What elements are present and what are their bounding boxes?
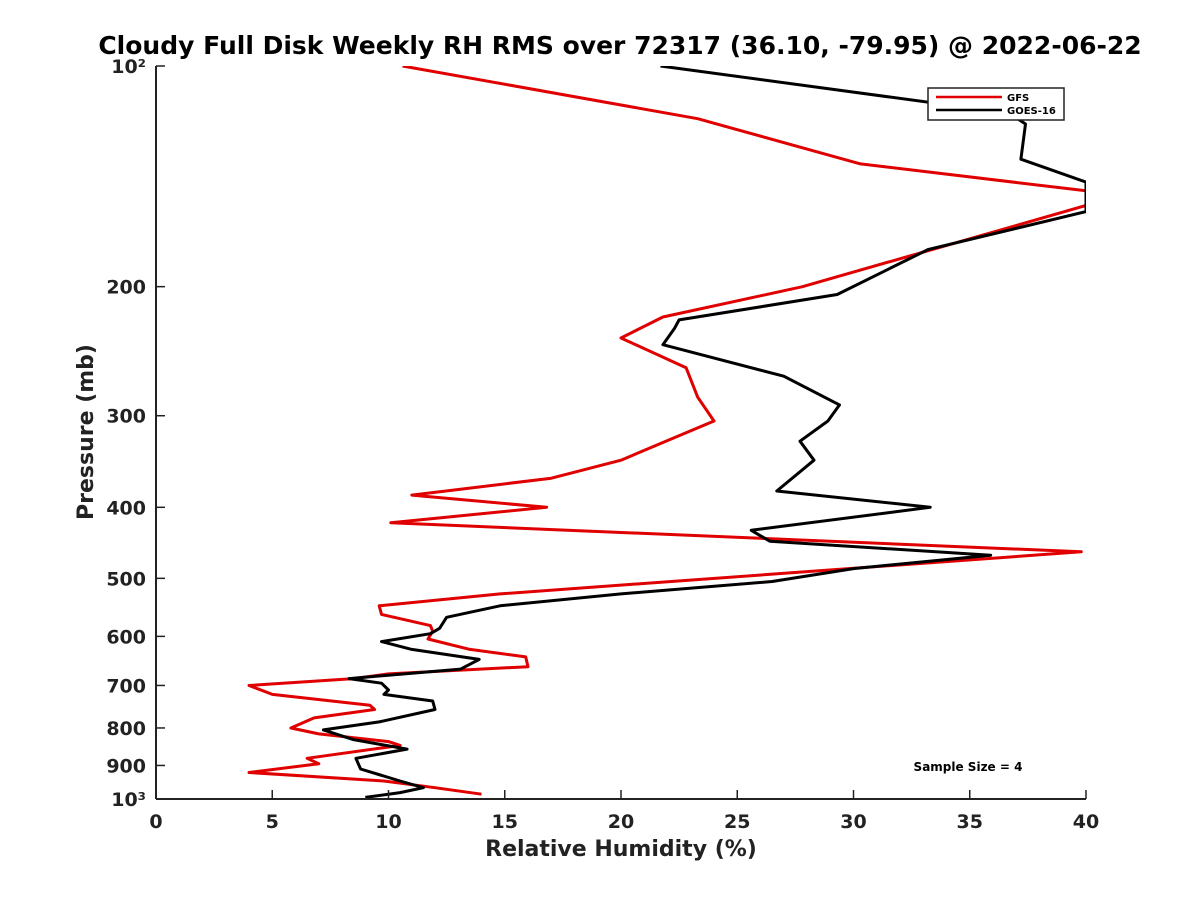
y-tick-label: 10²: [111, 56, 146, 78]
chart-title: Cloudy Full Disk Weekly RH RMS over 7231…: [98, 31, 1141, 60]
legend-label-gfs: GFS: [1007, 93, 1029, 104]
y-tick-label: 600: [106, 626, 146, 648]
series-layer: [247, 66, 1086, 799]
y-tick-label: 10³: [111, 789, 146, 811]
y-tick-label: 300: [106, 406, 146, 428]
x-tick-label: 35: [957, 811, 983, 833]
x-axis-label: Relative Humidity (%): [485, 837, 757, 862]
y-tick-label: 200: [106, 277, 146, 299]
y-axis-label: Pressure (mb): [74, 344, 99, 520]
y-ticks: 10² 200 300 400 500 600 700 800 900 10³: [106, 56, 165, 811]
x-tick-label: 10: [375, 811, 401, 833]
x-tick-label: 30: [840, 811, 866, 833]
y-tick-label: 800: [106, 718, 146, 740]
x-tick-label: 20: [608, 811, 634, 833]
legend-box: [927, 87, 1065, 121]
y-tick-label: 700: [106, 675, 146, 697]
y-tick-label: 900: [106, 755, 146, 777]
x-tick-label: 0: [149, 811, 162, 833]
x-tick-label: 25: [724, 811, 750, 833]
plot-area: [156, 66, 1086, 799]
legend: GFS GOES-16: [927, 87, 1065, 121]
x-tick-label: 5: [266, 811, 279, 833]
y-tick-label: 500: [106, 568, 146, 590]
sample-size-annotation: Sample Size = 4: [914, 760, 1023, 774]
legend-label-goes16: GOES-16: [1007, 106, 1056, 117]
x-tick-label: 15: [492, 811, 518, 833]
y-tick-label: 400: [106, 497, 146, 519]
x-ticks: 0 5 10 15 20 25 30 35 40: [149, 790, 1099, 833]
series-line-goes16: [321, 66, 1086, 799]
x-tick-label: 40: [1073, 811, 1099, 833]
plot-background: [156, 66, 1086, 799]
